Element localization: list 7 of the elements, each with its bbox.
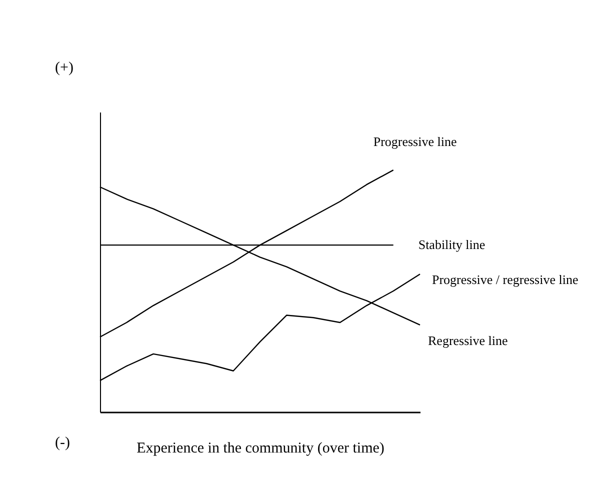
text: (+): [55, 60, 74, 76]
text: Progressive line: [373, 134, 457, 150]
series-label: Stability line: [418, 237, 486, 252]
x-axis-title: Experience in the community (over time): [136, 440, 384, 456]
series-label: Progressive / regressive line: [432, 272, 578, 288]
text: (-): [55, 435, 70, 451]
series-label: Regressive line: [428, 332, 508, 348]
